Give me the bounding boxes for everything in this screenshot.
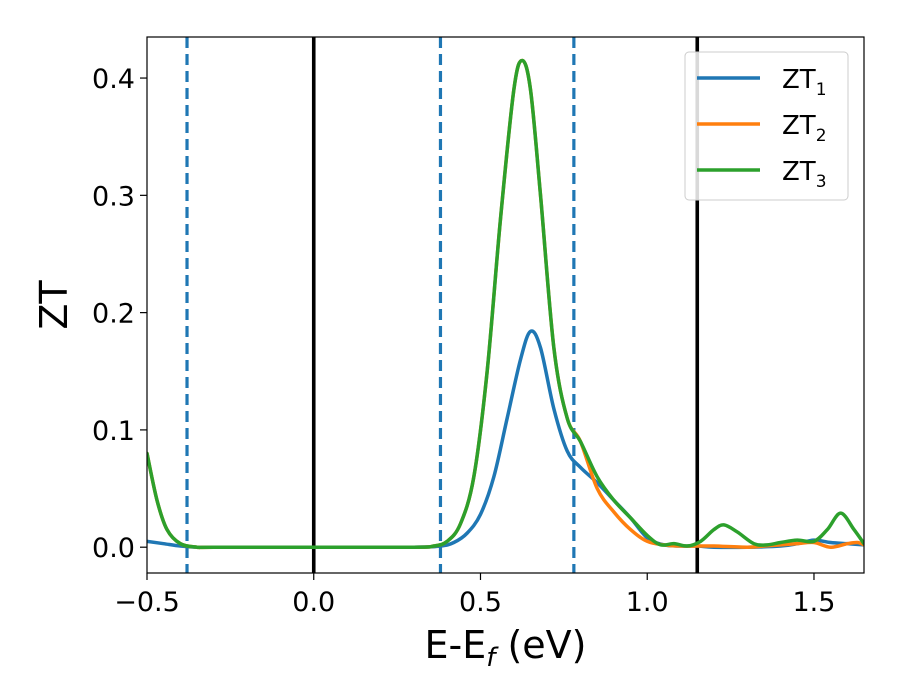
y-tick-label: 0.4: [92, 64, 135, 95]
y-tick-label: 0.0: [92, 533, 135, 564]
y-tick-label: 0.3: [92, 181, 135, 212]
x-tick-label: 1.0: [626, 587, 669, 618]
series-line-ZT1: [147, 329, 864, 550]
series-lines: [147, 58, 864, 550]
legend: ZT1 ZT2 ZT3: [684, 51, 849, 201]
legend-label-ZT1: ZT1: [782, 65, 827, 100]
x-tick-label: 0.5: [459, 587, 502, 618]
plot-frame: [146, 36, 865, 574]
y-axis-label: ZT: [32, 280, 76, 330]
legend-label-ZT2: ZT2: [782, 111, 827, 146]
series-line-ZT3: [147, 58, 864, 550]
x-tick-label: −0.5: [114, 587, 180, 618]
x-axis-label: E-Ef (eV): [425, 623, 587, 673]
y-tick-label: 0.2: [92, 299, 135, 330]
x-axis-label-unit: (eV): [495, 623, 586, 667]
reference-lines: [185, 37, 700, 573]
x-axis-label-main: E-E: [425, 623, 487, 667]
y-axis-ticks: 0.0 0.1 0.2 0.3 0.4: [92, 64, 147, 564]
x-tick-label: 1.5: [793, 587, 836, 618]
x-axis-ticks: −0.5 0.0 0.5 1.0 1.5: [114, 573, 835, 618]
x-tick-label: 0.0: [292, 587, 335, 618]
y-tick-label: 0.1: [92, 416, 135, 447]
legend-box: [684, 51, 849, 201]
legend-label-ZT3: ZT3: [782, 157, 827, 192]
